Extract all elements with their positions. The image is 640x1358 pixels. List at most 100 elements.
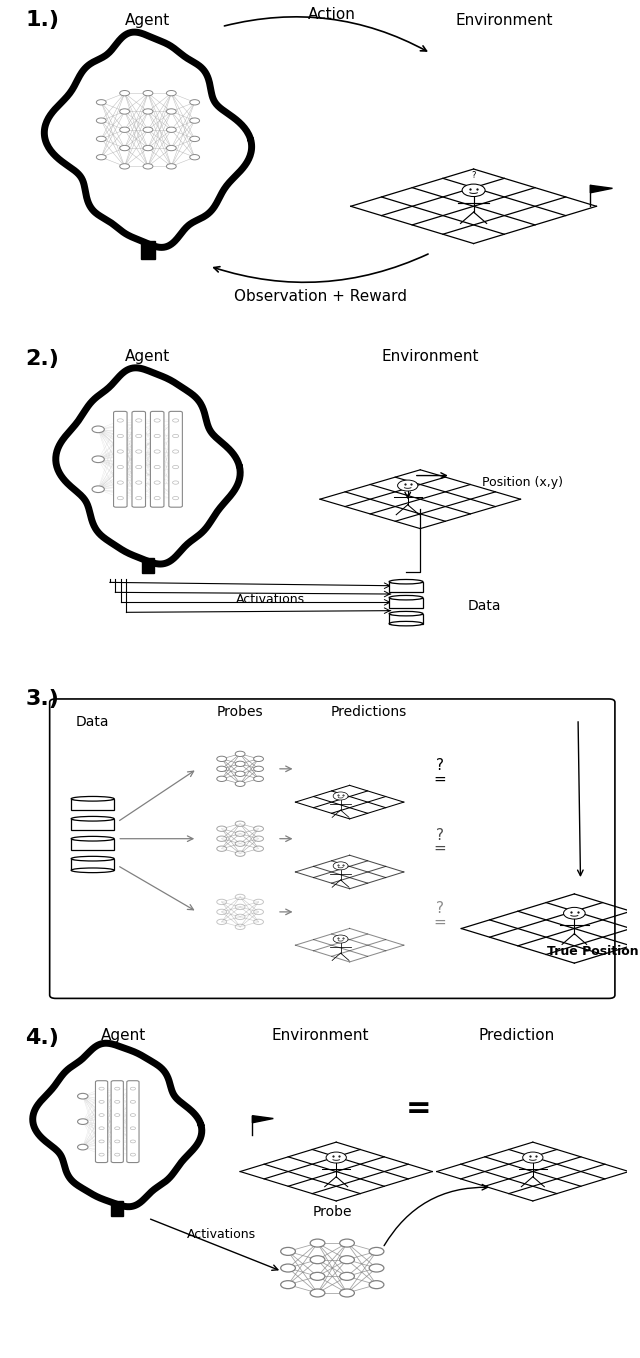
Circle shape [173,449,179,454]
Text: Probe: Probe [312,1206,352,1219]
Circle shape [236,762,245,766]
Text: 4.): 4.) [25,1028,59,1048]
Circle shape [166,91,176,96]
Text: Environment: Environment [456,14,553,29]
Circle shape [99,1114,104,1116]
Circle shape [236,831,245,837]
Polygon shape [56,368,240,564]
Circle shape [217,826,227,831]
Ellipse shape [389,611,423,617]
Circle shape [173,435,179,437]
Polygon shape [252,1116,273,1123]
Circle shape [136,418,142,422]
Circle shape [97,118,106,124]
Circle shape [99,1153,104,1156]
Circle shape [117,497,124,500]
Circle shape [92,486,104,493]
Circle shape [253,837,264,842]
Circle shape [333,936,348,942]
Circle shape [217,766,227,771]
Circle shape [217,837,227,842]
Text: Environment: Environment [382,349,479,364]
Bar [71,819,114,830]
Circle shape [173,466,179,469]
Circle shape [281,1281,296,1289]
Text: ?: ? [436,902,444,917]
Circle shape [136,466,142,469]
Circle shape [99,1139,104,1143]
Text: Agent: Agent [125,349,171,364]
Circle shape [340,1256,355,1264]
Circle shape [217,777,227,781]
Text: Agent: Agent [125,14,171,29]
Circle shape [236,771,245,777]
Circle shape [462,185,485,197]
Text: Prediction: Prediction [479,1028,555,1043]
Circle shape [253,910,264,914]
FancyBboxPatch shape [95,1081,108,1162]
Polygon shape [590,185,612,193]
Circle shape [120,91,129,96]
Ellipse shape [71,816,114,822]
Circle shape [97,155,106,160]
Circle shape [117,435,124,437]
Polygon shape [33,1043,202,1207]
Circle shape [92,456,104,463]
Circle shape [189,99,200,105]
Circle shape [369,1248,384,1255]
Circle shape [333,862,348,870]
Circle shape [97,99,106,105]
Text: =: = [433,841,446,856]
FancyBboxPatch shape [111,1081,124,1162]
Circle shape [166,164,176,168]
Circle shape [120,128,129,133]
Text: Probes: Probes [217,705,264,720]
Circle shape [236,914,245,919]
Text: 2.): 2.) [25,349,59,369]
Circle shape [236,895,245,899]
Text: Predictions: Predictions [331,705,407,720]
Text: Activations: Activations [187,1228,256,1241]
FancyBboxPatch shape [50,699,615,998]
Circle shape [136,449,142,454]
Circle shape [143,91,153,96]
Circle shape [120,109,129,114]
Circle shape [115,1139,120,1143]
Circle shape [92,426,104,433]
Circle shape [154,481,160,485]
Circle shape [173,418,179,422]
Text: =: = [433,771,446,786]
Circle shape [310,1256,325,1264]
Polygon shape [141,240,156,259]
Circle shape [253,826,264,831]
Circle shape [154,418,160,422]
Polygon shape [44,33,252,247]
Circle shape [397,481,418,492]
Circle shape [115,1088,120,1090]
Circle shape [236,751,245,756]
Text: Observation + Reward: Observation + Reward [234,289,406,304]
Circle shape [236,781,245,786]
Polygon shape [111,1202,124,1217]
Ellipse shape [389,580,423,584]
Circle shape [236,904,245,910]
Circle shape [99,1100,104,1103]
Circle shape [189,118,200,124]
Text: Action: Action [308,7,356,22]
Bar [71,799,114,811]
Circle shape [340,1289,355,1297]
Text: True Position: True Position [547,945,639,959]
Ellipse shape [71,857,114,861]
Circle shape [173,497,179,500]
Circle shape [217,756,227,762]
Circle shape [131,1139,136,1143]
Circle shape [236,841,245,846]
Circle shape [340,1238,355,1247]
Circle shape [154,497,160,500]
Circle shape [131,1100,136,1103]
Circle shape [173,481,179,485]
Text: ?: ? [436,758,444,773]
Circle shape [281,1248,296,1255]
Circle shape [115,1100,120,1103]
Text: Data: Data [467,599,501,612]
